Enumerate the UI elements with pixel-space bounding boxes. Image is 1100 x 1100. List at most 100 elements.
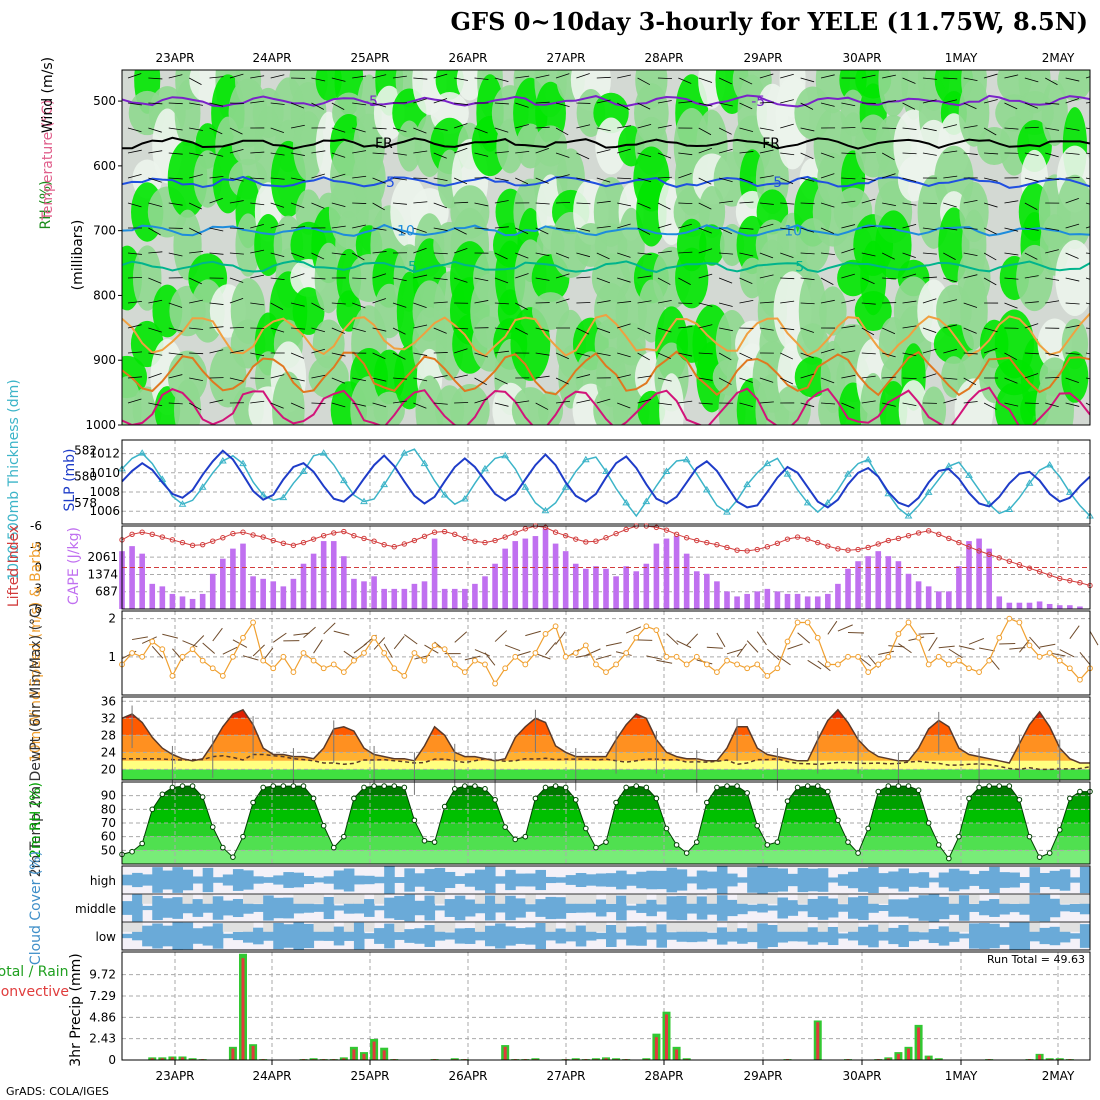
- cloud-cell: [727, 873, 738, 887]
- cloud-cell: [485, 866, 496, 894]
- wind-barb: [739, 177, 753, 184]
- lifted-index-point: [300, 539, 307, 546]
- rh2m-point: [351, 795, 357, 802]
- wind10-barb: [978, 647, 995, 652]
- wind-barb: [596, 398, 611, 404]
- wind10-point: [1056, 657, 1063, 664]
- cloud-cell: [555, 897, 567, 919]
- wind-barb: [454, 327, 469, 330]
- cloud-cell: [243, 870, 254, 890]
- wind-barb: [718, 127, 732, 135]
- cape-bar: [1067, 605, 1073, 609]
- lifted-index-point: [1036, 568, 1043, 575]
- cloud-cell: [606, 873, 617, 887]
- cape-bar: [633, 571, 640, 609]
- precip-conv-bar: [665, 1014, 668, 1060]
- wind-barb: [963, 77, 978, 81]
- wind-barb: [290, 102, 305, 109]
- cloud-cell: [243, 929, 254, 943]
- wind-barb: [902, 300, 917, 304]
- wind-barb: [800, 202, 815, 205]
- lifted-index-point: [341, 528, 347, 535]
- wind-barb: [148, 227, 161, 236]
- thickness-point: [319, 449, 328, 456]
- wind-barb: [1065, 252, 1079, 259]
- rh2m-point: [472, 783, 478, 789]
- lifted-index-point: [583, 539, 589, 545]
- rh2m-point: [956, 833, 962, 840]
- wind-barb: [311, 302, 324, 310]
- wind-barb: [800, 177, 815, 182]
- cloud-cell: [938, 896, 950, 920]
- cloud-cell: [424, 925, 436, 947]
- wind-barb: [372, 102, 387, 108]
- cape-bar: [189, 598, 196, 609]
- wind-barb: [168, 352, 183, 356]
- cloud-cell: [807, 898, 819, 918]
- wind-barb: [270, 374, 285, 379]
- wind-barb: [209, 198, 223, 204]
- slp-axis-label: SLP (mb): [62, 448, 78, 511]
- cape-bar: [774, 591, 781, 609]
- wind-barb: [780, 152, 795, 156]
- wind-barb: [433, 227, 448, 231]
- wind10-barb: [464, 655, 481, 661]
- wind-barb: [637, 375, 652, 379]
- wind-barb: [127, 252, 142, 255]
- cloud-cell: [333, 926, 345, 946]
- wind10-barb: [777, 655, 791, 666]
- wind-barb: [902, 402, 917, 406]
- cape-bar: [814, 596, 821, 609]
- wind-barb: [1085, 76, 1090, 79]
- cloud-cell: [212, 923, 224, 949]
- wind-barb: [739, 402, 754, 408]
- slp-tick-label: 1010: [89, 466, 120, 480]
- rh2m-point: [189, 783, 196, 789]
- wind-barb: [454, 348, 468, 354]
- wind-barb: [433, 301, 448, 304]
- cape-bar: [804, 596, 811, 609]
- cloud-cell: [374, 876, 385, 884]
- cloud-cell: [515, 928, 526, 944]
- wind10-barb: [494, 630, 508, 642]
- wind-barb: [555, 252, 570, 259]
- wind10-point: [603, 669, 609, 675]
- cloud-cell: [837, 874, 849, 886]
- wind-barb: [127, 376, 142, 379]
- wind-barb: [453, 177, 468, 185]
- wind-barb: [555, 174, 570, 179]
- cloud-cell: [727, 930, 738, 942]
- wind-barb: [841, 102, 856, 107]
- wind-barb: [494, 252, 508, 260]
- wind10-barb: [162, 633, 178, 639]
- cloud-gap: [303, 894, 315, 904]
- wind-barb: [943, 202, 957, 208]
- wind-barb: [392, 75, 407, 79]
- wind-barb: [290, 252, 305, 259]
- cloud-cell: [908, 930, 920, 942]
- cloud-cell: [767, 867, 778, 893]
- cloud-cell: [747, 904, 758, 912]
- cloud-gap: [1009, 894, 1020, 904]
- wind10-barb: [202, 642, 216, 654]
- precip-conv-bar: [352, 1049, 356, 1060]
- bottom-date-label: 24APR: [252, 1069, 291, 1083]
- cloud-gap: [434, 922, 446, 932]
- wind-barb: [290, 202, 305, 209]
- lifted-index-point: [512, 530, 518, 536]
- cloud-cell: [162, 898, 173, 918]
- cape-bar: [976, 538, 982, 609]
- cloud-cell: [878, 873, 889, 887]
- wind-barb: [637, 202, 651, 209]
- cloud-cell: [1049, 926, 1061, 946]
- wind10-barb: [525, 630, 541, 637]
- wind-barb: [494, 277, 509, 284]
- wind-barb: [657, 327, 672, 333]
- wind-barb: [1065, 98, 1079, 104]
- wind-barb: [433, 327, 447, 334]
- lifted-index-point: [462, 535, 468, 542]
- cloud-cell: [979, 870, 990, 890]
- temp-tick-label: 36: [101, 694, 116, 708]
- wind10-point: [633, 634, 640, 641]
- wind-barb: [1085, 177, 1090, 180]
